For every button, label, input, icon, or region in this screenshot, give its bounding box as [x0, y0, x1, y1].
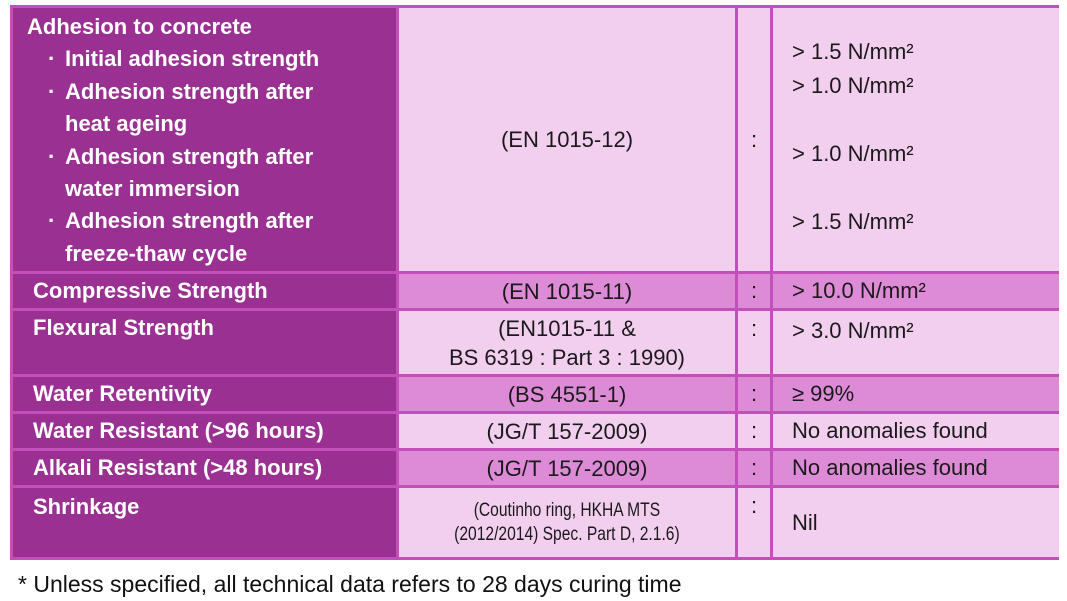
standard-cell: (Coutinho ring, HKHA MTS (2012/2014) Spe… [396, 485, 738, 561]
colon-cell: : [735, 271, 773, 312]
bullet-text: Initial adhesion strength [65, 46, 320, 72]
table-row-shrinkage: Shrinkage (Coutinho ring, HKHA MTS (2012… [10, 485, 1059, 561]
property-cell: Adhesion to concrete · Initial adhesion … [10, 4, 399, 275]
bullet-text: Adhesion strength after water immersion [65, 143, 314, 202]
property-cell: Alkali Resistant (>48 hours) [10, 448, 399, 489]
standard-text: (Coutinho ring, HKHA MTS (2012/2014) Spe… [454, 499, 680, 545]
property-cell: Flexural Strength [10, 308, 399, 378]
value-cell: No anomalies found [770, 448, 1059, 489]
colon-cell: : [735, 308, 773, 378]
bullet-icon: · [48, 208, 56, 234]
colon-cell: : [735, 374, 773, 415]
standard-cell: (JG/T 157-2009) [396, 411, 738, 452]
property-cell: Water Retentivity [10, 374, 399, 415]
technical-data-table: Adhesion to concrete · Initial adhesion … [10, 4, 1059, 561]
value-cell: Nil [770, 485, 1059, 561]
value-cell: > 1.5 N/mm² > 1.0 N/mm² > 1.0 N/mm² > 1.… [770, 4, 1059, 275]
bullet-text: Adhesion strength after freeze-thaw cycl… [65, 208, 314, 266]
bullet-text: Adhesion strength after heat ageing [65, 78, 314, 137]
value-cell: > 3.0 N/mm² [770, 308, 1059, 378]
colon-cell: : [735, 448, 773, 489]
table-row-flexural: Flexural Strength (EN1015-11 & BS 6319 :… [10, 308, 1059, 378]
colon-cell: : [735, 411, 773, 452]
bullet-icon: · [48, 78, 56, 104]
bullet-icon: · [48, 46, 56, 72]
standard-cell: (JG/T 157-2009) [396, 448, 738, 489]
list-item: · Initial adhesion strength [15, 43, 395, 75]
property-title: Adhesion to concrete [27, 14, 252, 39]
value-cell: No anomalies found [770, 411, 1059, 452]
table-row-adhesion: Adhesion to concrete · Initial adhesion … [10, 4, 1059, 275]
property-cell: Water Resistant (>96 hours) [10, 411, 399, 452]
list-item: · Adhesion strength after water immersio… [15, 141, 395, 206]
standard-cell: (EN 1015-12) [396, 4, 738, 275]
table-row-compressive: Compressive Strength (EN 1015-11) : > 10… [10, 271, 1059, 312]
table-row-retentivity: Water Retentivity (BS 4551-1) : ≥ 99% [10, 374, 1059, 415]
table-row-alkali-resistant: Alkali Resistant (>48 hours) (JG/T 157-2… [10, 448, 1059, 489]
colon-cell: : [735, 4, 773, 275]
colon-cell: : [735, 485, 773, 561]
property-cell: Compressive Strength [10, 271, 399, 312]
bullet-icon: · [48, 143, 56, 169]
value-cell: ≥ 99% [770, 374, 1059, 415]
list-item: · Adhesion strength after freeze-thaw cy… [15, 205, 395, 269]
standard-cell: (EN1015-11 & BS 6319 : Part 3 : 1990) [396, 308, 738, 378]
footnote: * Unless specified, all technical data r… [18, 571, 682, 598]
standard-cell: (EN 1015-11) [396, 271, 738, 312]
value-cell: > 10.0 N/mm² [770, 271, 1059, 312]
property-cell: Shrinkage [10, 485, 399, 561]
list-item: · Adhesion strength after heat ageing [15, 76, 395, 141]
standard-cell: (BS 4551-1) [396, 374, 738, 415]
table-row-water-resistant: Water Resistant (>96 hours) (JG/T 157-20… [10, 411, 1059, 452]
